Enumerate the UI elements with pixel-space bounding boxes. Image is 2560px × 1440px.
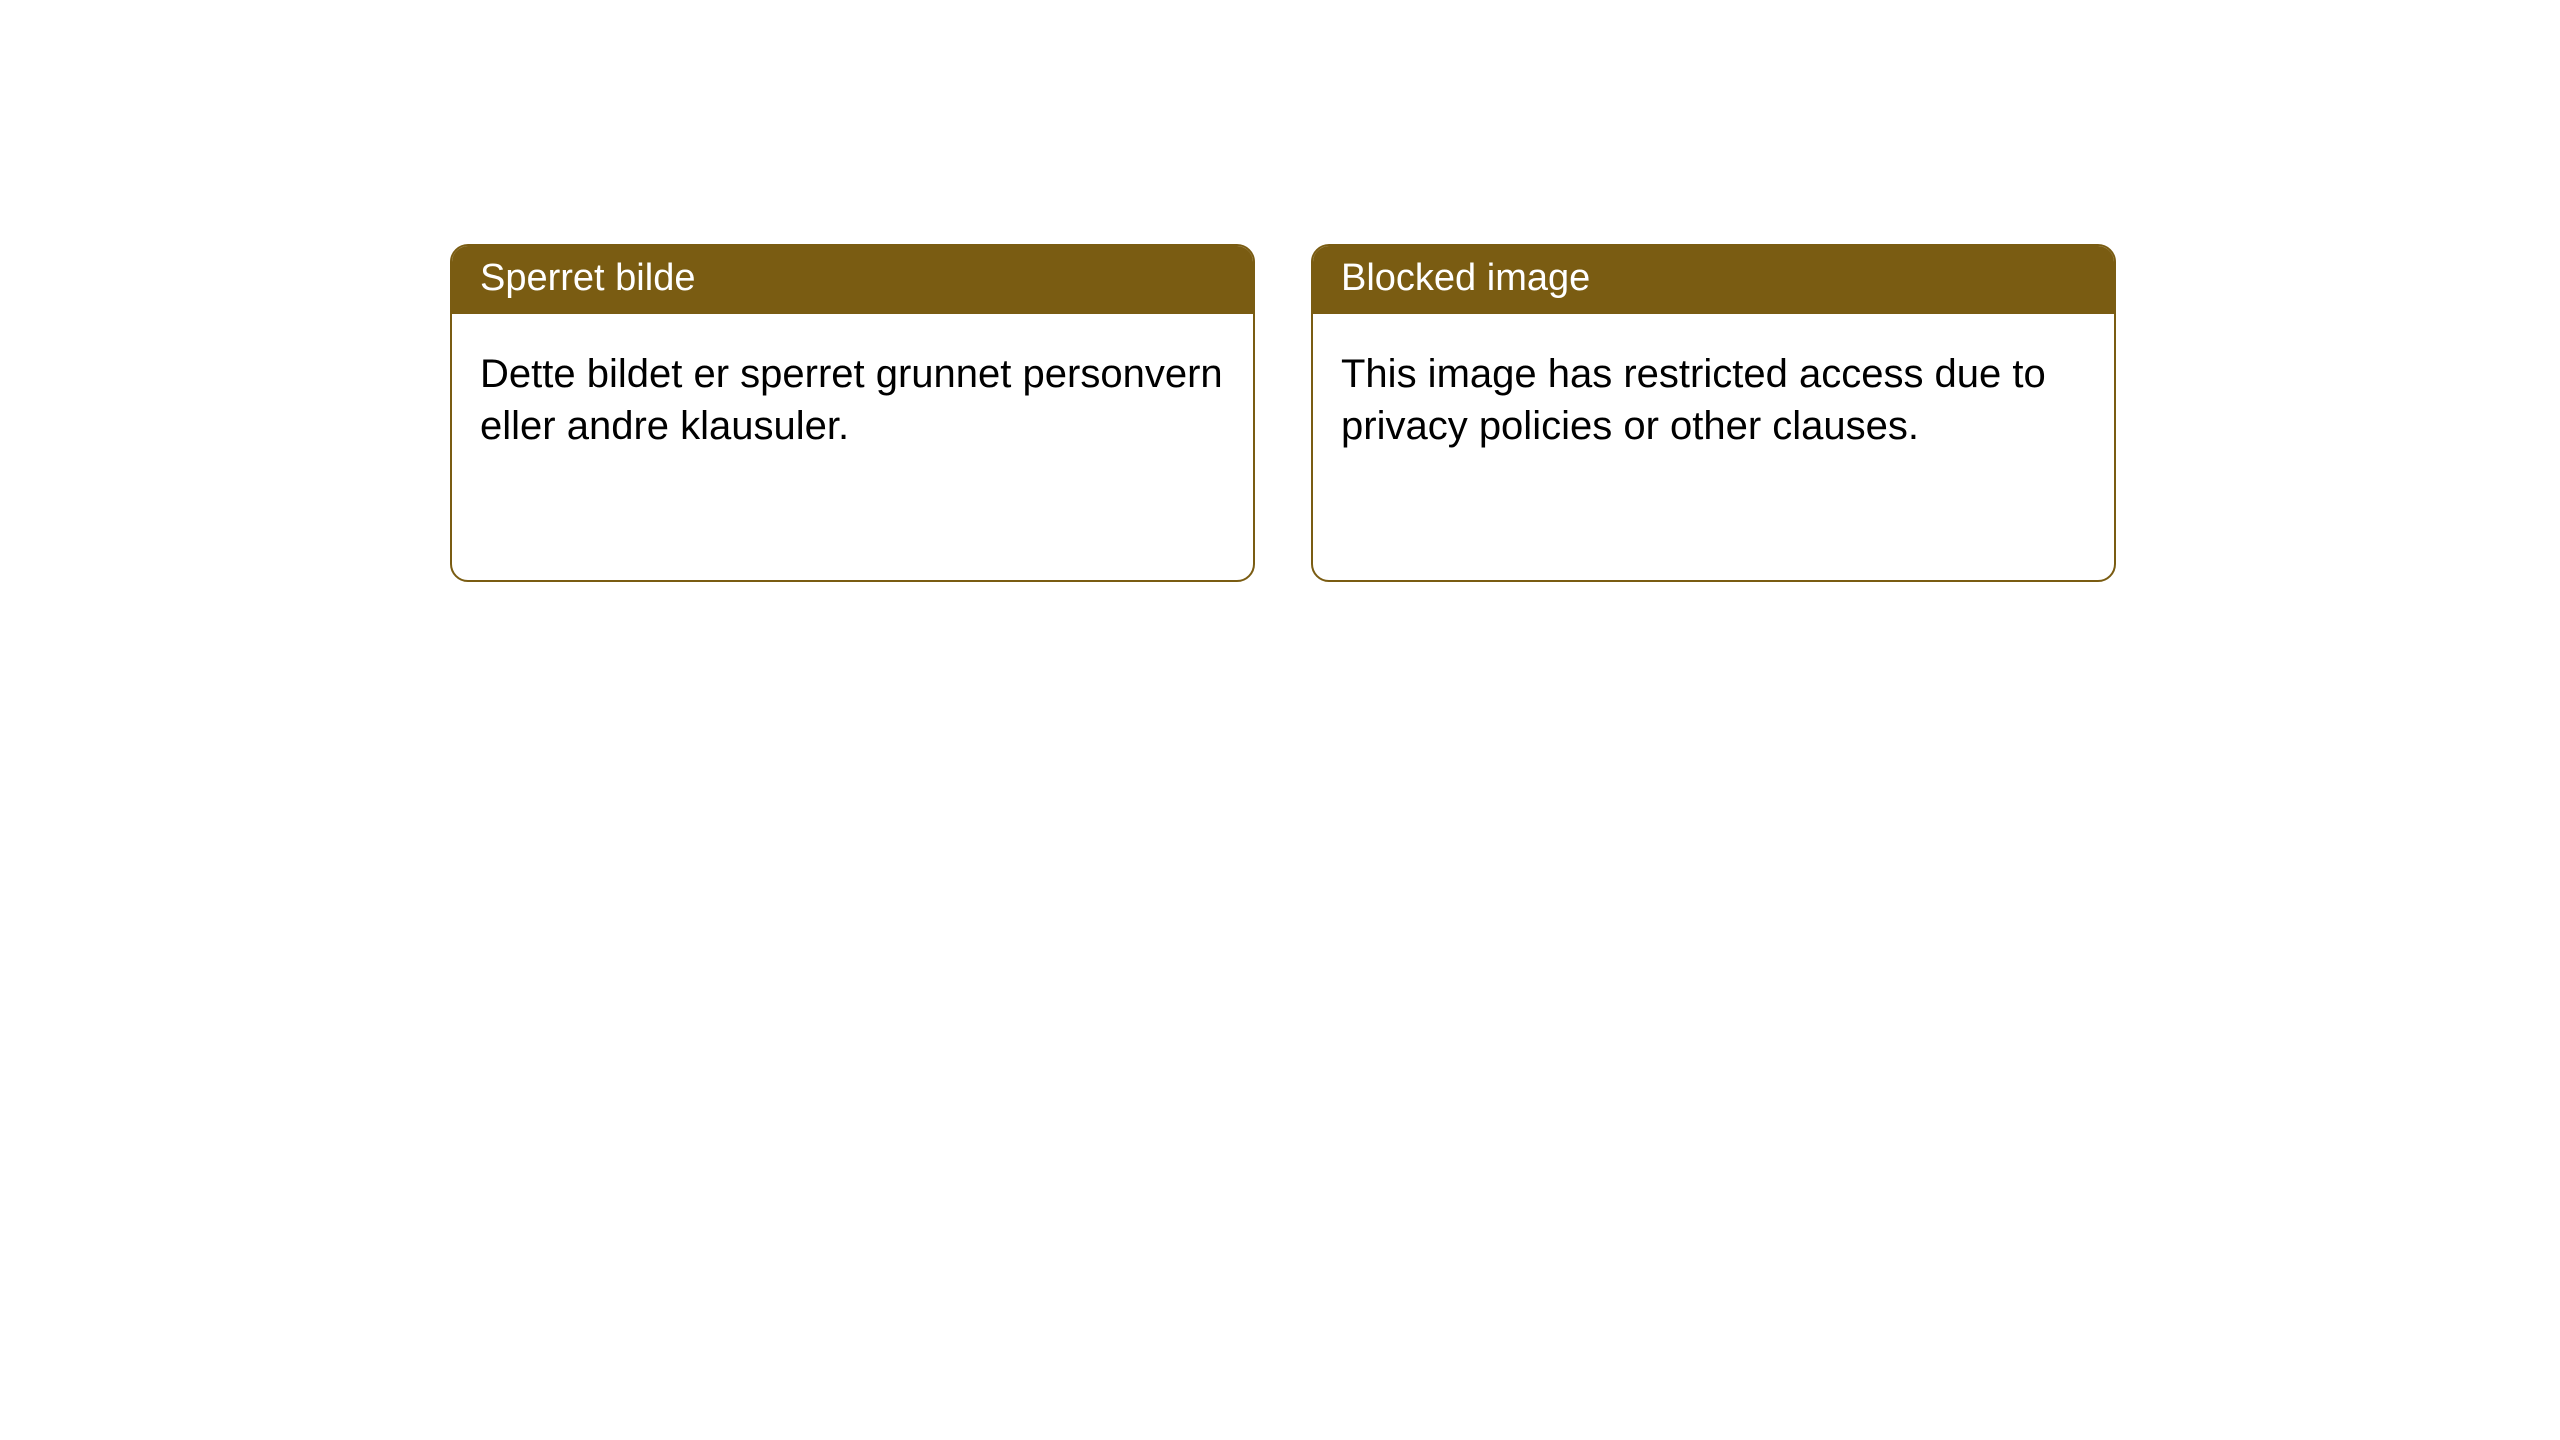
notice-card-english: Blocked image This image has restricted … — [1311, 244, 2116, 582]
notice-title-norwegian: Sperret bilde — [452, 246, 1253, 314]
notice-container: Sperret bilde Dette bildet er sperret gr… — [0, 0, 2560, 582]
notice-body-norwegian: Dette bildet er sperret grunnet personve… — [452, 314, 1253, 486]
notice-body-english: This image has restricted access due to … — [1313, 314, 2114, 486]
notice-title-english: Blocked image — [1313, 246, 2114, 314]
notice-card-norwegian: Sperret bilde Dette bildet er sperret gr… — [450, 244, 1255, 582]
